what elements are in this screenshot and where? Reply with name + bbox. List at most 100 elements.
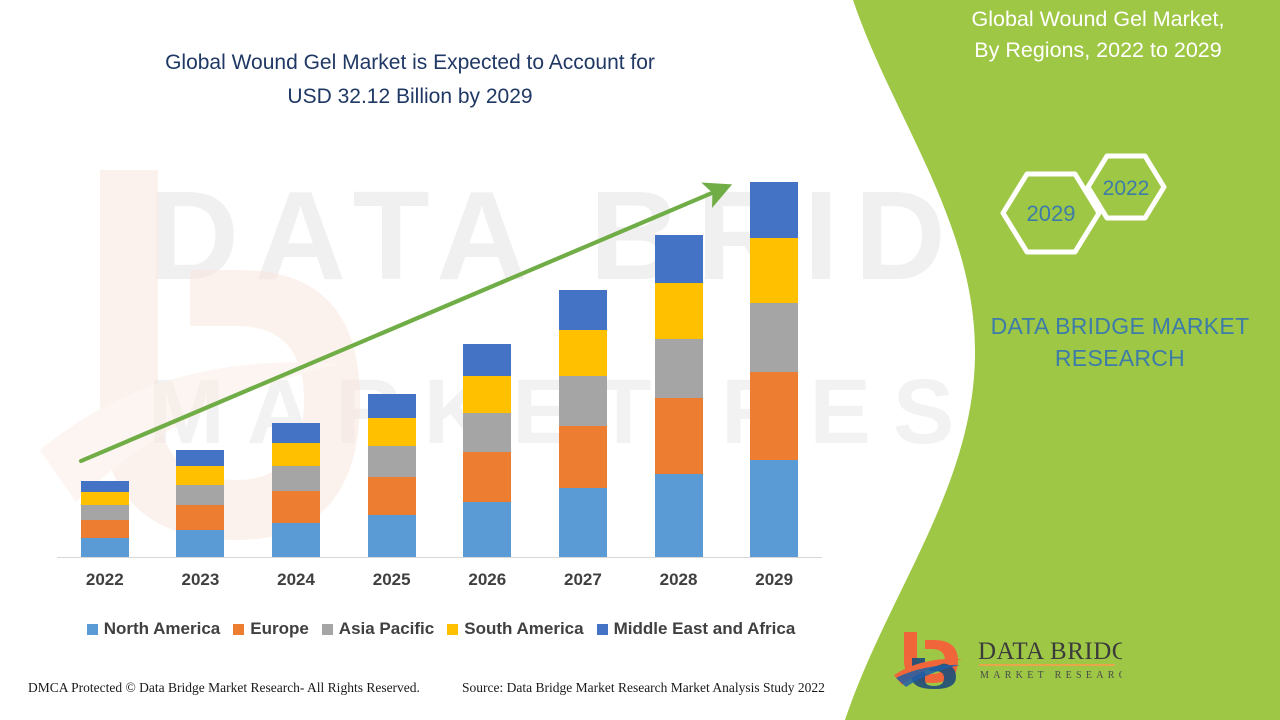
bar-segment-south-america[interactable] [80, 492, 129, 506]
bar-column-2026[interactable] [439, 343, 535, 558]
bar-stack [176, 450, 225, 558]
bar-column-2025[interactable] [344, 394, 440, 558]
legend-swatch-icon [233, 623, 245, 635]
bar-stack [750, 182, 799, 558]
hexagon-2022-label: 2022 [1103, 177, 1150, 200]
bar-segment-europe[interactable] [463, 452, 512, 503]
bar-segment-middle-east-and-africa[interactable] [272, 423, 321, 444]
legend-label: South America [464, 619, 584, 638]
chart-title-line-1: Global Wound Gel Market is Expected to A… [165, 51, 655, 74]
legend-swatch-icon [447, 623, 459, 635]
chart-title: Global Wound Gel Market is Expected to A… [60, 46, 760, 114]
legend-label: Middle East and Africa [613, 619, 796, 638]
bar-column-2023[interactable] [152, 450, 248, 558]
bar-segment-north-america[interactable] [750, 460, 799, 558]
bar-segment-south-america[interactable] [654, 282, 703, 339]
bar-stack [558, 289, 607, 558]
hexagon-2029-label: 2029 [1027, 201, 1076, 226]
x-axis-label-2028: 2028 [659, 570, 698, 589]
legend-swatch-icon [321, 623, 333, 635]
bar-segment-south-america[interactable] [272, 443, 321, 467]
bar-segment-asia-pacific[interactable] [558, 376, 607, 426]
bar-segment-asia-pacific[interactable] [80, 505, 129, 520]
bar-stack [654, 234, 703, 558]
legend-swatch-icon [596, 623, 608, 635]
bar-segment-europe[interactable] [654, 398, 703, 474]
bar-segment-middle-east-and-africa[interactable] [80, 480, 129, 493]
bar-segment-europe[interactable] [558, 425, 607, 489]
bar-column-2024[interactable] [248, 423, 344, 558]
legend-label: Europe [250, 619, 309, 638]
bar-segment-asia-pacific[interactable] [463, 412, 512, 453]
logo-secondary-text: MARKET RESEARCH [980, 670, 1122, 681]
bar-segment-middle-east-and-africa[interactable] [558, 289, 607, 330]
bar-segment-middle-east-and-africa[interactable] [176, 450, 225, 467]
bar-segment-asia-pacific[interactable] [750, 302, 799, 373]
brand-name: DATA BRIDGE MARKET RESEARCH [955, 310, 1280, 374]
x-axis-label-2026: 2026 [468, 570, 507, 589]
bar-segment-south-america[interactable] [176, 466, 225, 485]
right-panel-title-line-2: By Regions, 2022 to 2029 [974, 38, 1222, 62]
x-axis-label-2025: 2025 [372, 570, 411, 589]
x-axis-line [57, 557, 822, 558]
bar-stack [367, 394, 416, 558]
footer-source: Source: Data Bridge Market Research Mark… [462, 680, 825, 695]
footer-copyright: DMCA Protected © Data Bridge Market Rese… [28, 680, 420, 695]
right-panel-title: Global Wound Gel Market, By Regions, 202… [922, 4, 1274, 66]
bar-column-2027[interactable] [535, 289, 631, 558]
bar-segment-asia-pacific[interactable] [176, 484, 225, 505]
logo-underline [979, 664, 1115, 666]
bar-segment-europe[interactable] [272, 491, 321, 523]
bar-segment-north-america[interactable] [272, 522, 321, 558]
bar-segment-europe[interactable] [367, 476, 416, 516]
footer: DMCA Protected © Data Bridge Market Rese… [0, 680, 860, 706]
x-axis-labels: 2022 2023 2024 2025 2026 2027 2028 2029 [57, 570, 822, 598]
bar-segment-europe[interactable] [80, 519, 129, 538]
hexagon-year-group: 2029 2022 [1000, 153, 1167, 255]
legend-item-north-america[interactable]: North America [86, 619, 221, 639]
right-panel-title-line-1: Global Wound Gel Market, [971, 7, 1225, 31]
brand-name-line-1: DATA BRIDGE MARKET [990, 313, 1250, 339]
bar-column-2029[interactable] [726, 182, 822, 558]
data-bridge-logo: DATA BRIDGE MARKET RESEARCH [894, 632, 1122, 689]
legend-item-middle-east-and-africa[interactable]: Middle East and Africa [596, 619, 796, 639]
bar-segment-asia-pacific[interactable] [654, 338, 703, 399]
bar-column-2028[interactable] [631, 234, 727, 558]
bar-segment-middle-east-and-africa[interactable] [750, 182, 799, 238]
chart-title-line-2: USD 32.12 Billion by 2029 [287, 85, 533, 108]
bar-segment-south-america[interactable] [750, 237, 799, 303]
bar-segment-middle-east-and-africa[interactable] [463, 343, 512, 376]
bar-stack [272, 423, 321, 558]
bar-column-2022[interactable] [57, 480, 153, 558]
brand-name-line-2: RESEARCH [1054, 345, 1186, 371]
bar-segment-south-america[interactable] [463, 375, 512, 413]
data-bridge-logo-mark-icon [894, 632, 962, 689]
bar-segment-north-america[interactable] [176, 529, 225, 558]
bar-segment-north-america[interactable] [80, 537, 129, 558]
bar-segment-europe[interactable] [176, 504, 225, 530]
x-axis-label-2023: 2023 [181, 570, 220, 589]
legend-item-europe[interactable]: Europe [233, 619, 309, 639]
bar-segment-south-america[interactable] [367, 418, 416, 447]
x-axis-label-2027: 2027 [564, 570, 602, 589]
bar-segment-middle-east-and-africa[interactable] [654, 234, 703, 283]
bar-segment-asia-pacific[interactable] [272, 466, 321, 492]
bar-segment-north-america[interactable] [558, 488, 607, 558]
x-axis-label-2022: 2022 [85, 570, 124, 589]
bar-segment-north-america[interactable] [654, 473, 703, 558]
bar-segment-north-america[interactable] [463, 502, 512, 558]
legend-item-asia-pacific[interactable]: Asia Pacific [321, 619, 434, 639]
legend-swatch-icon [86, 623, 98, 635]
legend-item-south-america[interactable]: South America [447, 619, 584, 639]
x-axis-label-2024: 2024 [277, 570, 315, 589]
bar-stack [80, 480, 129, 558]
bar-segment-middle-east-and-africa[interactable] [367, 394, 416, 419]
plot-area [57, 160, 822, 558]
bar-segment-north-america[interactable] [367, 515, 416, 558]
chart-legend: North America Europe Asia Pacific South Ame… [57, 616, 825, 642]
bar-segment-asia-pacific[interactable] [367, 446, 416, 477]
bar-segment-south-america[interactable] [558, 329, 607, 377]
legend-label: North America [103, 619, 221, 638]
bar-segment-europe[interactable] [750, 372, 799, 461]
chart-area: Global Wound Gel Market is Expected to A… [0, 46, 860, 706]
